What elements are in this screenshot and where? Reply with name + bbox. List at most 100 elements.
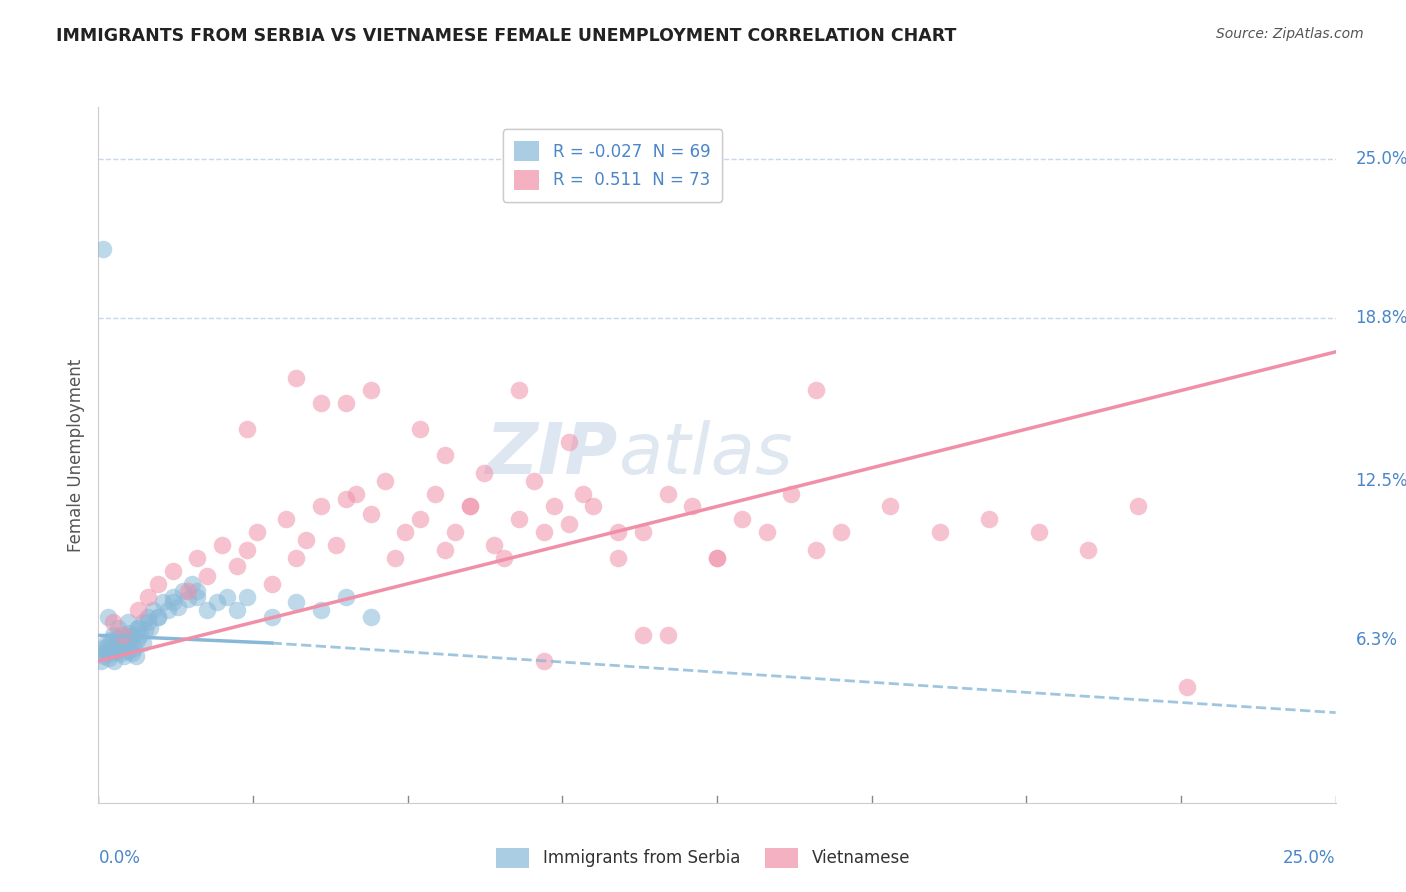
Y-axis label: Female Unemployment: Female Unemployment bbox=[66, 359, 84, 551]
Point bbox=[115, 639, 138, 653]
Point bbox=[1028, 525, 1050, 540]
Point bbox=[127, 602, 149, 616]
Point bbox=[94, 636, 117, 650]
Point bbox=[127, 621, 149, 635]
Point bbox=[111, 628, 134, 642]
Point bbox=[101, 646, 124, 660]
Point bbox=[142, 602, 165, 616]
Point bbox=[335, 491, 357, 506]
Point bbox=[804, 384, 827, 398]
Point bbox=[607, 525, 630, 540]
Point bbox=[108, 639, 131, 653]
Point bbox=[344, 486, 367, 500]
Point bbox=[186, 590, 208, 604]
Text: Source: ZipAtlas.com: Source: ZipAtlas.com bbox=[1216, 27, 1364, 41]
Point bbox=[631, 525, 654, 540]
Point bbox=[433, 543, 456, 558]
Point bbox=[103, 615, 125, 630]
Point bbox=[433, 448, 456, 462]
Point bbox=[134, 623, 156, 637]
Point bbox=[110, 646, 132, 660]
Point bbox=[120, 633, 142, 648]
Point bbox=[211, 538, 233, 552]
Point bbox=[103, 628, 125, 642]
Point bbox=[195, 602, 218, 616]
Point bbox=[186, 551, 208, 566]
Point bbox=[132, 615, 155, 630]
Point bbox=[1126, 500, 1149, 514]
Text: atlas: atlas bbox=[619, 420, 793, 490]
Text: 0.0%: 0.0% bbox=[98, 849, 141, 867]
Point bbox=[443, 525, 465, 540]
Point bbox=[458, 500, 481, 514]
Point bbox=[107, 621, 129, 635]
Point bbox=[166, 599, 188, 614]
Point bbox=[146, 610, 169, 624]
Point bbox=[582, 500, 605, 514]
Point bbox=[360, 610, 382, 624]
Point bbox=[118, 625, 141, 640]
Point bbox=[474, 466, 496, 480]
Point bbox=[394, 525, 416, 540]
Point bbox=[217, 590, 239, 604]
Point bbox=[523, 474, 546, 488]
Point bbox=[458, 500, 481, 514]
Point bbox=[122, 641, 145, 656]
Point bbox=[236, 543, 259, 558]
Point bbox=[309, 500, 332, 514]
Point bbox=[533, 525, 555, 540]
Point bbox=[731, 512, 754, 526]
Point bbox=[494, 551, 516, 566]
Point bbox=[162, 595, 184, 609]
Point bbox=[152, 595, 174, 609]
Point bbox=[360, 384, 382, 398]
Point bbox=[139, 621, 162, 635]
Legend: Immigrants from Serbia, Vietnamese: Immigrants from Serbia, Vietnamese bbox=[489, 841, 917, 875]
Point bbox=[285, 595, 308, 609]
Point bbox=[97, 610, 120, 624]
Point bbox=[181, 576, 204, 591]
Point bbox=[114, 631, 136, 645]
Point bbox=[533, 654, 555, 668]
Point bbox=[681, 500, 703, 514]
Text: 18.8%: 18.8% bbox=[1355, 310, 1406, 327]
Point bbox=[276, 512, 298, 526]
Point bbox=[979, 512, 1001, 526]
Point bbox=[236, 590, 259, 604]
Point bbox=[295, 533, 318, 547]
Point bbox=[186, 584, 208, 599]
Point bbox=[103, 641, 125, 656]
Point bbox=[309, 396, 332, 410]
Point bbox=[125, 633, 148, 648]
Point bbox=[104, 636, 127, 650]
Point bbox=[309, 602, 332, 616]
Point bbox=[112, 648, 135, 663]
Point bbox=[93, 648, 115, 663]
Point bbox=[146, 610, 169, 624]
Point bbox=[236, 422, 259, 436]
Text: 12.5%: 12.5% bbox=[1355, 472, 1406, 490]
Point bbox=[112, 636, 135, 650]
Point bbox=[335, 396, 357, 410]
Point bbox=[1175, 680, 1198, 694]
Text: 6.3%: 6.3% bbox=[1355, 632, 1398, 649]
Text: 25.0%: 25.0% bbox=[1284, 849, 1336, 867]
Point bbox=[804, 543, 827, 558]
Point bbox=[122, 628, 145, 642]
Point bbox=[830, 525, 852, 540]
Point bbox=[335, 590, 357, 604]
Point bbox=[100, 633, 122, 648]
Point bbox=[121, 646, 143, 660]
Point bbox=[928, 525, 950, 540]
Point bbox=[879, 500, 901, 514]
Point bbox=[484, 538, 506, 552]
Text: 25.0%: 25.0% bbox=[1355, 150, 1406, 168]
Point bbox=[557, 517, 579, 532]
Point bbox=[172, 584, 194, 599]
Point bbox=[285, 370, 308, 384]
Point bbox=[572, 486, 595, 500]
Point bbox=[195, 569, 218, 583]
Point bbox=[360, 507, 382, 521]
Point bbox=[260, 576, 283, 591]
Point bbox=[105, 644, 128, 658]
